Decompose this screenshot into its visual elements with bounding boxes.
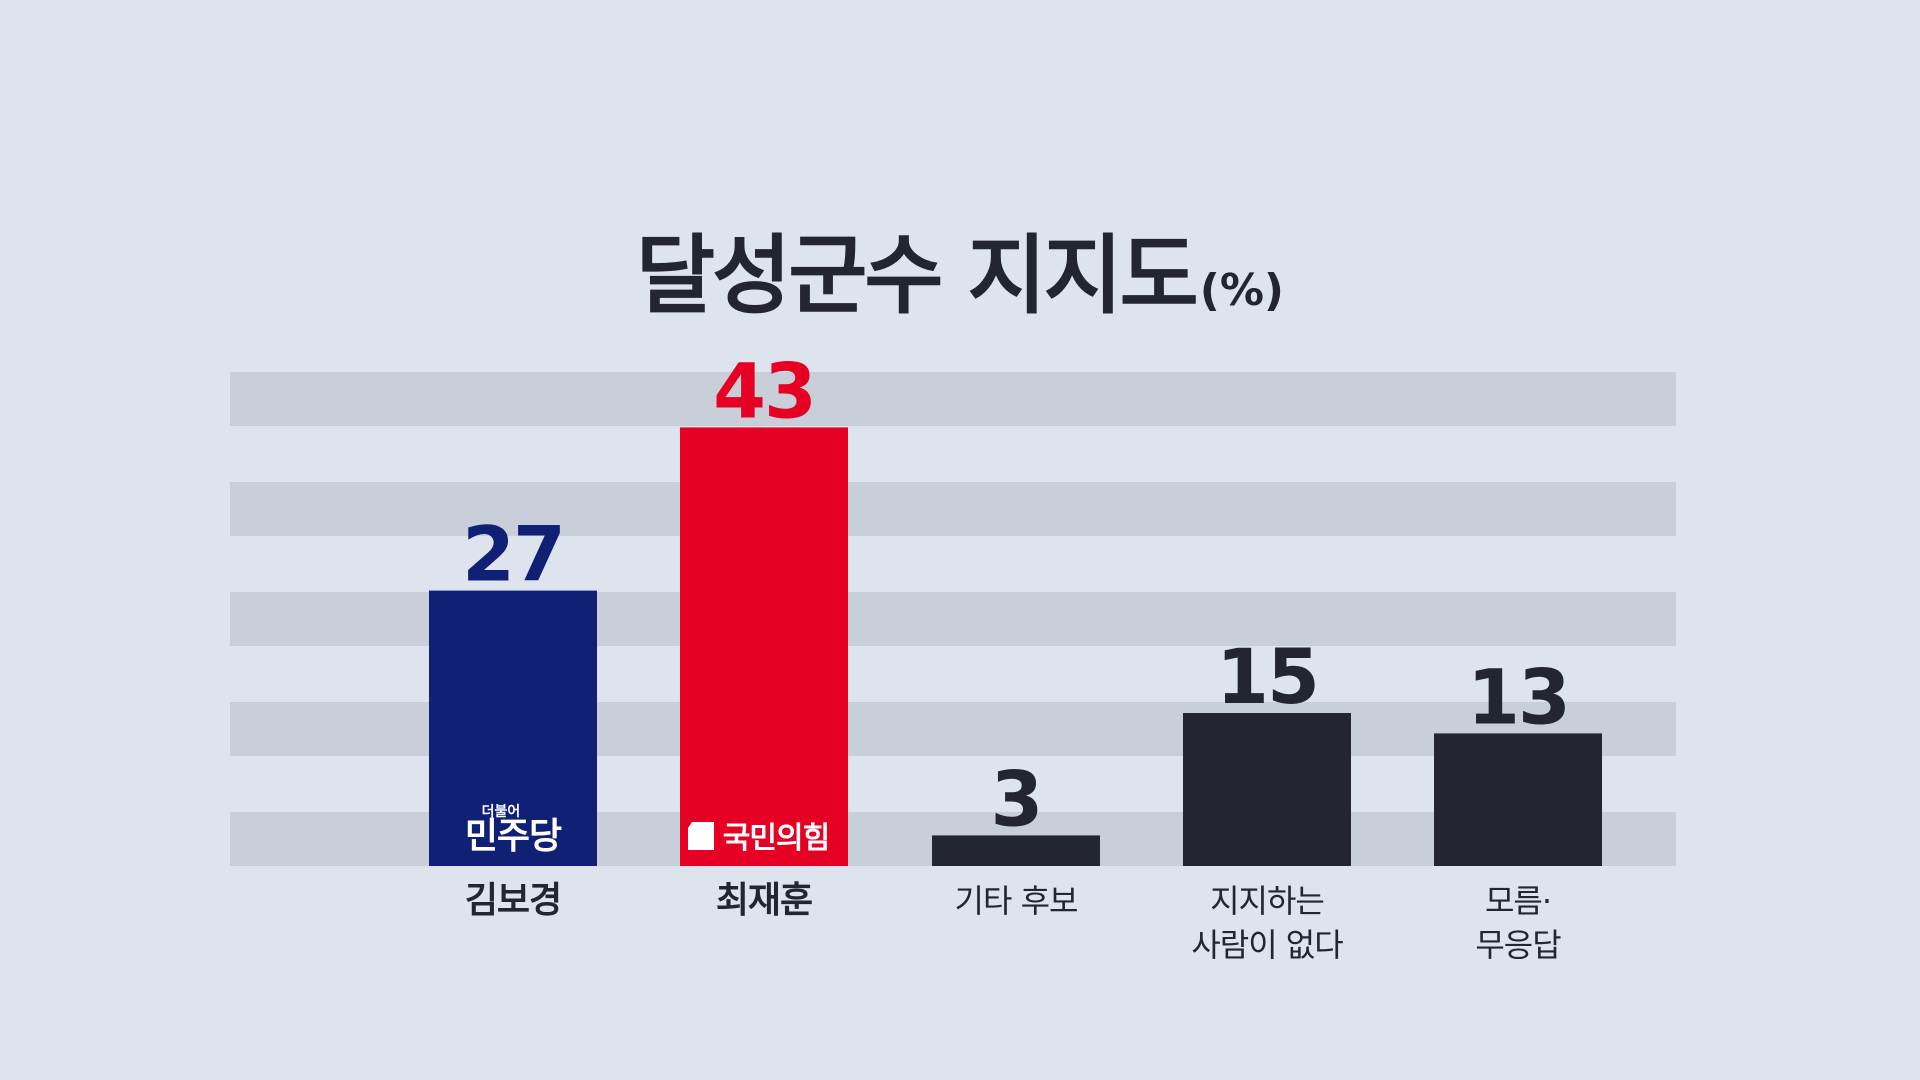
- party-logo-small-text: 더불어: [482, 803, 521, 820]
- chart-title-text: 달성군수 지지도: [635, 226, 1199, 326]
- bar: [429, 590, 597, 866]
- value-label: 43: [713, 346, 815, 435]
- bar: [680, 427, 848, 866]
- bar: [932, 835, 1100, 866]
- grid-stripe: [230, 372, 1676, 426]
- grid-stripe: [230, 482, 1676, 536]
- value-label: 3: [991, 754, 1042, 843]
- value-label: 13: [1467, 652, 1569, 741]
- category-label: 무응답: [1475, 926, 1561, 964]
- value-label: 15: [1216, 632, 1318, 721]
- chart-title: 달성군수 지지도(%): [0, 205, 1920, 330]
- party-logo-text: 민주당: [465, 816, 562, 857]
- category-label: 김보경: [465, 880, 561, 921]
- bar: [1183, 713, 1351, 866]
- category-label: 모름·: [1485, 882, 1551, 920]
- chart-unit-text: (%): [1199, 265, 1285, 316]
- value-label: 27: [462, 510, 564, 599]
- party-logo-icon: [688, 822, 714, 850]
- category-label: 사람이 없다: [1191, 926, 1343, 964]
- party-logo-text: 국민의힘: [723, 821, 829, 856]
- category-label: 기타 후보: [955, 882, 1078, 920]
- bar: [1434, 733, 1602, 866]
- category-label: 최재훈: [716, 880, 812, 921]
- category-label: 지지하는: [1210, 882, 1324, 920]
